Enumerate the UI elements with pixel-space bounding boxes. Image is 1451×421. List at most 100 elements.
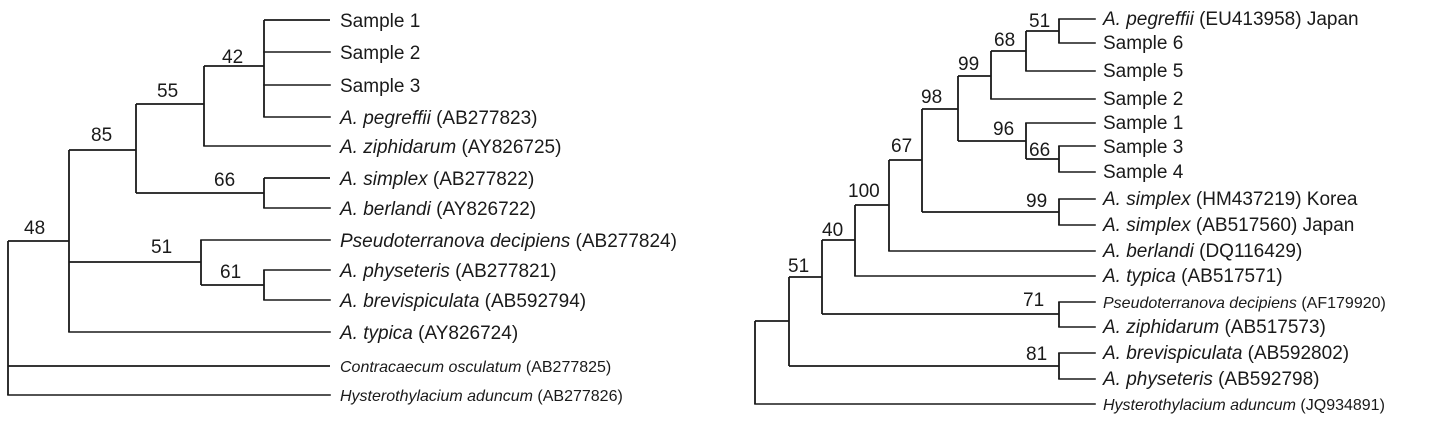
accession-number: (AY826722)	[431, 199, 536, 220]
leaf-label: A. brevispiculata (AB592794)	[339, 291, 586, 312]
accession-number: (AY826724)	[413, 323, 518, 344]
accession-number: (AB592794)	[479, 291, 586, 312]
bootstrap-value: 51	[788, 256, 809, 277]
taxon-name: A. pegreffii	[339, 108, 432, 129]
accession-number: (AF179920)	[1297, 295, 1386, 312]
bootstrap-value: 96	[993, 119, 1014, 140]
leaf-label: A. berlandi (AY826722)	[339, 199, 536, 220]
taxon-name: A. physeteris	[1102, 369, 1213, 390]
bootstrap-value: 42	[222, 47, 243, 68]
accession-number: (EU413958) Japan	[1194, 9, 1359, 30]
accession-number: (DQ116429)	[1194, 241, 1302, 262]
bootstrap-value: 71	[1023, 290, 1044, 311]
taxon-name: Sample 3	[1103, 137, 1183, 158]
taxon-name: Sample 1	[1103, 113, 1183, 134]
bootstrap-value: 81	[1026, 344, 1047, 365]
leaf-label: A. typica (AB517571)	[1102, 266, 1283, 287]
taxon-name: A. typica	[339, 323, 413, 344]
taxon-name: A. physeteris	[339, 261, 450, 282]
taxon-name: Sample 3	[340, 76, 420, 97]
bootstrap-value: 66	[1029, 140, 1050, 161]
bootstrap-value: 99	[958, 54, 979, 75]
leaf-label: Pseudoterranova decipiens (AF179920)	[1103, 295, 1386, 312]
taxon-name: Sample 5	[1103, 61, 1183, 82]
bootstrap-value: 98	[921, 87, 942, 108]
leaf-label: A. typica (AY826724)	[339, 323, 518, 344]
right-tree: 51 68 99 98 96 66 99 67 100 40 71 81 51 …	[754, 9, 1386, 414]
taxon-name: Contracaecum osculatum	[340, 359, 521, 376]
accession-number: (AB277825)	[521, 359, 611, 376]
leaf-label: A. ziphidarum (AB517573)	[1102, 317, 1326, 338]
bootstrap-value: 40	[822, 220, 843, 241]
accession-number: (JQ934891)	[1296, 397, 1385, 414]
taxon-name: Sample 2	[340, 43, 420, 64]
leaf-label: Hysterothylacium aduncum (JQ934891)	[1103, 397, 1385, 414]
taxon-name: A. simplex	[1102, 215, 1192, 236]
bootstrap-value: 48	[24, 218, 45, 239]
leaf-label: A. pegreffii (AB277823)	[339, 108, 538, 129]
bootstrap-value: 61	[220, 262, 241, 283]
accession-number: (AY826725)	[456, 137, 561, 158]
leaf-label: Sample 2	[1103, 89, 1183, 110]
accession-number: (AB277823)	[431, 108, 538, 129]
right-tree-branches	[754, 18, 1096, 405]
taxon-name: A. brevispiculata	[339, 291, 479, 312]
taxon-name: A. ziphidarum	[339, 137, 456, 158]
bootstrap-value: 85	[91, 125, 112, 146]
bootstrap-value: 51	[1029, 11, 1050, 32]
taxon-name: Sample 1	[340, 11, 420, 32]
taxon-name: A. simplex	[339, 169, 429, 190]
bootstrap-value: 68	[994, 30, 1015, 51]
leaf-label: Contracaecum osculatum (AB277825)	[340, 359, 611, 376]
taxon-name: Hysterothylacium aduncum	[340, 388, 533, 405]
leaf-label: Sample 5	[1103, 61, 1183, 82]
accession-number: (AB592802)	[1242, 343, 1349, 364]
leaf-label: A. simplex (AB517560) Japan	[1102, 215, 1354, 236]
accession-number: (AB277822)	[428, 169, 535, 190]
taxon-name: Sample 4	[1103, 162, 1184, 183]
bootstrap-value: 100	[848, 181, 880, 202]
leaf-label: A. simplex (HM437219) Korea	[1102, 189, 1358, 210]
left-tree-support-values: 42 55 85 66 51 61 48	[24, 47, 243, 283]
leaf-label: Sample 1	[340, 11, 420, 32]
bootstrap-value: 55	[157, 81, 178, 102]
taxon-name: A. berlandi	[339, 199, 432, 220]
left-tree-branches	[7, 19, 331, 396]
left-tree-leaf-labels: Sample 1 Sample 2 Sample 3 A. pegreffii …	[339, 11, 677, 405]
leaf-label: A. brevispiculata (AB592802)	[1102, 343, 1349, 364]
accession-number: (AB517573)	[1219, 317, 1326, 338]
taxon-name: Sample 2	[1103, 89, 1183, 110]
accession-number: (AB277821)	[450, 261, 557, 282]
bootstrap-value: 66	[214, 170, 235, 191]
accession-number: (AB592798)	[1213, 369, 1320, 390]
left-tree: 42 55 85 66 51 61 48 Sample 1 Sample 2 S…	[7, 11, 677, 405]
leaf-label: Sample 6	[1103, 33, 1183, 54]
accession-number: (HM437219) Korea	[1191, 189, 1358, 210]
leaf-label: A. pegreffii (EU413958) Japan	[1102, 9, 1359, 30]
leaf-label: Sample 4	[1103, 162, 1184, 183]
taxon-name: Pseudoterranova decipiens	[1103, 295, 1297, 312]
leaf-label: A. physeteris (AB277821)	[339, 261, 557, 282]
leaf-label: Sample 1	[1103, 113, 1183, 134]
leaf-label: Sample 2	[340, 43, 420, 64]
leaf-label: Pseudoterranova decipiens (AB277824)	[340, 231, 677, 252]
leaf-label: A. physeteris (AB592798)	[1102, 369, 1320, 390]
leaf-label: A. berlandi (DQ116429)	[1102, 241, 1302, 262]
leaf-label: Sample 3	[1103, 137, 1183, 158]
taxon-name: Sample 6	[1103, 33, 1183, 54]
taxon-name: A. simplex	[1102, 189, 1192, 210]
taxon-name: A. brevispiculata	[1102, 343, 1242, 364]
taxon-name: A. berlandi	[1102, 241, 1195, 262]
accession-number: (AB277826)	[533, 388, 623, 405]
bootstrap-value: 67	[891, 136, 912, 157]
taxon-name: A. pegreffii	[1102, 9, 1195, 30]
taxon-name: A. ziphidarum	[1102, 317, 1219, 338]
taxon-name: Pseudoterranova decipiens	[340, 231, 571, 252]
right-tree-support-values: 51 68 99 98 96 66 99 67 100 40 71 81 51	[788, 11, 1050, 365]
leaf-label: A. simplex (AB277822)	[339, 169, 534, 190]
taxon-name: Hysterothylacium aduncum	[1103, 397, 1296, 414]
accession-number: (AB517560) Japan	[1191, 215, 1355, 236]
bootstrap-value: 51	[151, 237, 172, 258]
right-tree-leaf-labels: A. pegreffii (EU413958) Japan Sample 6 S…	[1102, 9, 1386, 414]
